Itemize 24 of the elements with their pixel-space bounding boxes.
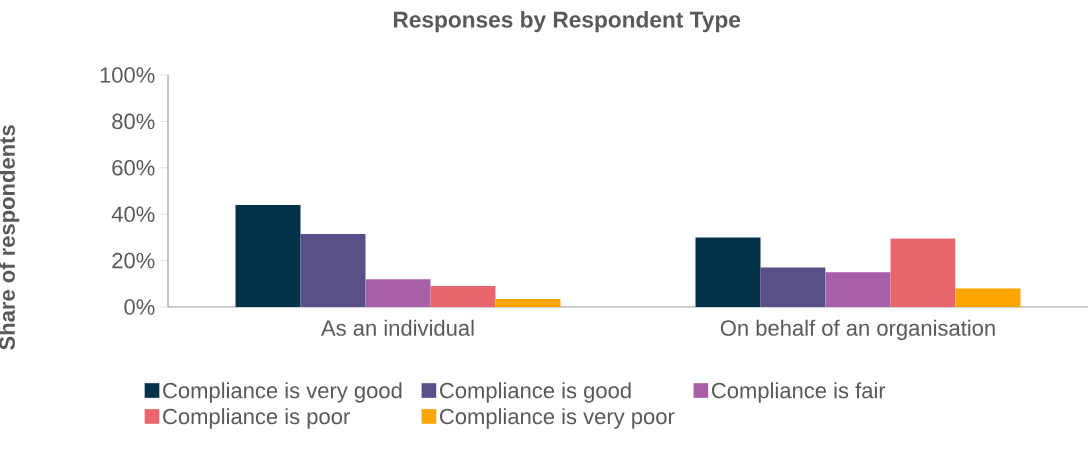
legend-label: Compliance is very good [163,382,402,403]
y-tick-label: 40% [111,206,155,222]
legend-label: Compliance is fair [711,382,886,403]
chart-title: Responses by Respondent Type [393,11,741,33]
bar [430,286,496,307]
bar [825,272,891,307]
x-tick-label: As an individual [321,319,474,336]
bar [760,267,826,307]
bar [695,237,761,307]
y-tick-label: 80% [112,113,155,130]
bar [890,238,956,307]
bar [300,233,366,307]
y-tick-label: 20% [112,252,155,269]
legend-label: Compliance is very poor [440,408,675,429]
bar [235,204,301,307]
y-tick-label: 100% [100,67,155,83]
x-tick-label: On behalf of an organisation [720,319,995,341]
y-tick-label: 0% [124,299,155,315]
bar [495,298,561,307]
bar [955,288,1021,307]
legend-label: Compliance is good [440,382,631,403]
legend-label: Compliance is poor [163,408,350,429]
y-tick-label: 60% [112,160,155,176]
bar [365,279,431,307]
